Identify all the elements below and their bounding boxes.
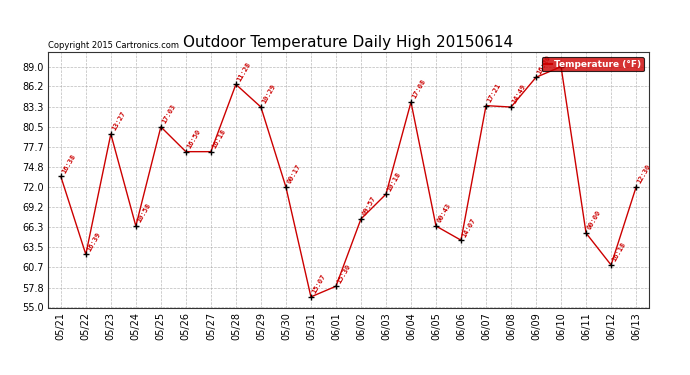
Text: 09:57: 09:57 bbox=[361, 195, 377, 217]
Text: 17:08: 17:08 bbox=[411, 78, 427, 100]
Text: 10:18: 10:18 bbox=[386, 171, 402, 192]
Text: 14:49: 14:49 bbox=[511, 84, 527, 105]
Text: 17:21: 17:21 bbox=[486, 82, 502, 104]
Text: 15:07: 15:07 bbox=[311, 273, 327, 295]
Legend: Temperature (°F): Temperature (°F) bbox=[542, 57, 644, 71]
Text: 10:58: 10:58 bbox=[136, 202, 152, 224]
Text: 16:18: 16:18 bbox=[611, 242, 627, 263]
Text: 16:18: 16:18 bbox=[211, 128, 227, 150]
Text: 14:07: 14:07 bbox=[461, 217, 477, 238]
Text: 11:28: 11:28 bbox=[236, 61, 252, 82]
Text: 16:38: 16:38 bbox=[61, 153, 77, 174]
Text: 17:03: 17:03 bbox=[161, 104, 177, 125]
Text: 12:30: 12:30 bbox=[636, 164, 652, 185]
Text: 00:17: 00:17 bbox=[286, 164, 302, 185]
Text: 16:39: 16:39 bbox=[86, 231, 101, 252]
Text: 15:30: 15:30 bbox=[336, 263, 352, 284]
Text: 16:50: 16:50 bbox=[186, 128, 201, 150]
Text: Copyright 2015 Cartronics.com: Copyright 2015 Cartronics.com bbox=[48, 41, 179, 50]
Title: Outdoor Temperature Daily High 20150614: Outdoor Temperature Daily High 20150614 bbox=[184, 35, 513, 50]
Text: 16:20: 16:20 bbox=[536, 54, 552, 75]
Text: 10:29: 10:29 bbox=[261, 84, 277, 105]
Text: 13:27: 13:27 bbox=[111, 110, 127, 132]
Text: 00:43: 00:43 bbox=[436, 202, 452, 224]
Text: 00:00: 00:00 bbox=[586, 210, 602, 231]
